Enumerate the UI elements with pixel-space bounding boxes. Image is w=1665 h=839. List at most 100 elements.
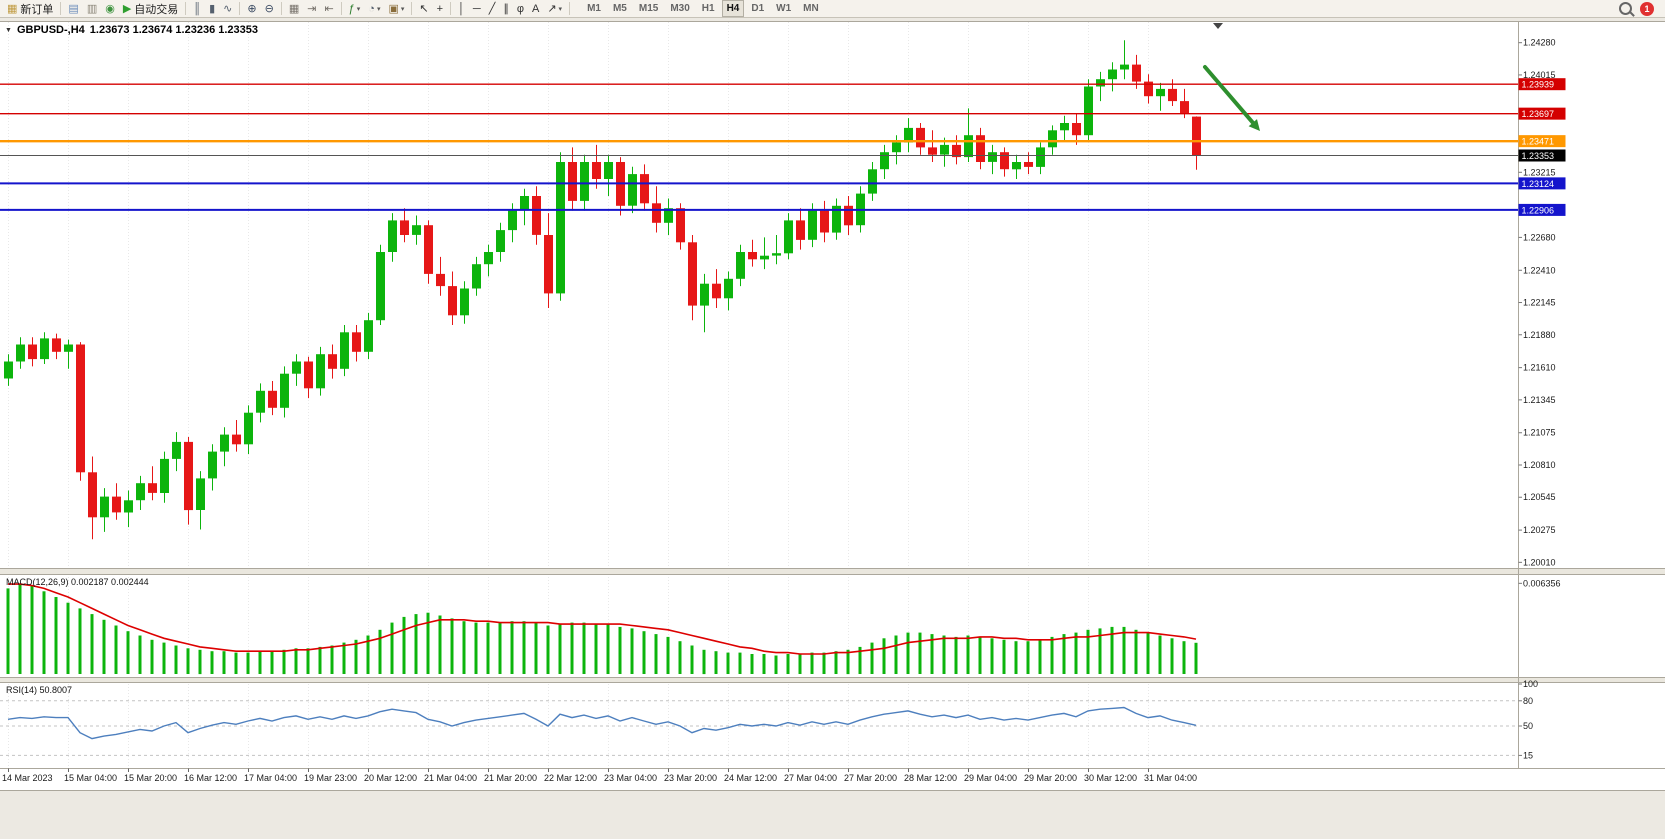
arrows-icon: ↗ [547, 2, 557, 15]
indicators-icon: ƒ [348, 2, 355, 15]
auto-scroll-icon: ⇥ [307, 2, 317, 15]
templates-icon: ▣ [388, 2, 399, 15]
chart-shift-marker[interactable] [1213, 23, 1223, 29]
toolbar-separator [60, 2, 62, 15]
trendline-icon: ╱ [488, 2, 496, 15]
svg-text:30 Mar 12:00: 30 Mar 12:00 [1084, 773, 1137, 783]
svg-text:1.22906: 1.22906 [1522, 205, 1555, 215]
timeframe-m5-button[interactable]: M5 [612, 3, 627, 14]
line-chart-button[interactable]: ∿ [220, 1, 235, 17]
auto-trading-button-label: 自动交易 [134, 3, 179, 16]
timeframe-m30-button[interactable]: M30 [670, 3, 690, 14]
timeframe-h1-button[interactable]: H1 [701, 3, 715, 14]
auto-trading-button[interactable]: ▶ 自动交易 [120, 1, 181, 17]
price-badges: 1.23939 1.23697 1.23471 1.23353 1.23124 1.229… [1518, 78, 1566, 216]
profiles-icon: ▥ [86, 2, 98, 15]
chevron-down-icon: ▾ [558, 5, 563, 13]
bar-chart-button[interactable]: ║ [190, 1, 204, 17]
toolbar-separator [340, 2, 342, 15]
chevron-down-icon: ▾ [376, 5, 381, 13]
timeframe-w1-button[interactable]: W1 [776, 3, 792, 14]
cursor-button[interactable]: ↖ [416, 1, 431, 17]
chevron-down-icon: ▾ [400, 5, 405, 13]
crosshair-icon: + [436, 2, 444, 15]
svg-text:22 Mar 12:00: 22 Mar 12:00 [544, 773, 597, 783]
vertical-line-button[interactable]: │ [455, 1, 468, 17]
tile-windows-button[interactable]: ▦ [286, 1, 302, 17]
svg-text:100: 100 [1523, 679, 1538, 689]
zoom-out-button[interactable]: ⊖ [262, 1, 277, 17]
profiles-button[interactable]: ▥ [84, 1, 100, 17]
tile-windows-icon: ▦ [288, 2, 300, 15]
auto-scroll-button[interactable]: ⇥ [304, 1, 319, 17]
svg-text:1.21880: 1.21880 [1523, 330, 1556, 340]
fibonacci-button[interactable]: φ [514, 1, 527, 17]
chart-collapse-icon[interactable]: ▼ [5, 26, 12, 34]
zoom-in-button[interactable]: ⊕ [244, 1, 259, 17]
svg-text:15 Mar 20:00: 15 Mar 20:00 [124, 773, 177, 783]
rsi-panel: 100 80 50 15 [0, 679, 1538, 760]
svg-text:27 Mar 04:00: 27 Mar 04:00 [784, 773, 837, 783]
svg-text:1.23215: 1.23215 [1523, 167, 1556, 177]
search-icon[interactable] [1619, 2, 1632, 15]
chart-shift-button[interactable]: ⇤ [321, 1, 336, 17]
svg-text:21 Mar 20:00: 21 Mar 20:00 [484, 773, 537, 783]
svg-text:23 Mar 04:00: 23 Mar 04:00 [604, 773, 657, 783]
rsi-indicator-label: RSI(14) 50.8007 [6, 685, 73, 695]
templates-button[interactable]: ▣ ▾ [385, 1, 407, 17]
candlestick-chart-icon: ▮ [209, 2, 216, 15]
svg-text:29 Mar 04:00: 29 Mar 04:00 [964, 773, 1017, 783]
svg-text:1.22410: 1.22410 [1523, 265, 1556, 275]
arrows-button[interactable]: ↗ ▾ [544, 1, 565, 17]
periods-icon: ◔ [368, 2, 375, 15]
svg-text:1.20010: 1.20010 [1523, 557, 1556, 567]
time-axis: 14 Mar 2023 15 Mar 04:00 15 Mar 20:00 16 Ma… [2, 768, 1197, 783]
trendline-button[interactable]: ╱ [486, 1, 499, 17]
svg-text:50: 50 [1523, 721, 1533, 731]
indicators-button[interactable]: ƒ ▾ [346, 1, 364, 17]
price-axis: 1.24280 1.24015 1.23215 1.22680 1.22410 1.221… [1518, 38, 1556, 567]
refresh-button[interactable]: ◉ [102, 1, 118, 17]
macd-indicator-label: MACD(12,26,9) 0.002187 0.002444 [6, 577, 149, 587]
candlestick-chart-button[interactable]: ▮ [206, 1, 218, 17]
new-order-button-label: 新订单 [20, 3, 54, 16]
svg-text:1.23124: 1.23124 [1522, 179, 1555, 189]
horizontal-line-button[interactable]: ─ [470, 1, 484, 17]
charts-button[interactable]: ▤ [65, 1, 81, 17]
svg-text:19 Mar 23:00: 19 Mar 23:00 [304, 773, 357, 783]
zoom-in-icon: ⊕ [247, 2, 257, 15]
svg-text:15 Mar 04:00: 15 Mar 04:00 [64, 773, 117, 783]
trend-arrow-annotation[interactable] [1203, 65, 1260, 131]
svg-text:1.23471: 1.23471 [1522, 137, 1555, 147]
svg-text:27 Mar 20:00: 27 Mar 20:00 [844, 773, 897, 783]
auto-trading-icon: ▶ [122, 2, 132, 15]
toolbar-separator [450, 2, 452, 15]
new-order-button[interactable]: ▦ 新订单 [4, 1, 56, 17]
channel-button[interactable]: ∥ [500, 1, 512, 17]
timeframe-m1-button[interactable]: M1 [587, 3, 601, 14]
chart-symbol-period: GBPUSD-,H4 [16, 24, 85, 36]
toolbar-separator [185, 2, 187, 15]
timeframe-d1-button[interactable]: D1 [751, 3, 765, 14]
periods-button[interactable]: ◔ ▾ [365, 1, 383, 17]
svg-text:28 Mar 12:00: 28 Mar 12:00 [904, 773, 957, 783]
svg-text:1.22145: 1.22145 [1523, 298, 1556, 308]
text-button[interactable]: A [529, 1, 542, 17]
chart-ohlc-values: 1.23673 1.23674 1.23236 1.23353 [89, 24, 258, 36]
timeframe-mn-button[interactable]: MN [803, 3, 819, 14]
crosshair-button[interactable]: + [434, 1, 446, 17]
horizontal-line-objects[interactable] [0, 83, 1518, 211]
toolbar-separator [411, 2, 413, 15]
chart-shift-icon: ⇤ [324, 2, 334, 15]
svg-text:1.24280: 1.24280 [1523, 38, 1556, 48]
svg-text:1.22680: 1.22680 [1523, 232, 1556, 242]
channel-icon: ∥ [503, 2, 509, 15]
toolbar-timeframes: M1 M5 M15 M30 H1 H4 D1 W1 MN [581, 0, 825, 17]
vertical-line-icon: │ [458, 2, 465, 15]
refresh-icon: ◉ [105, 2, 115, 15]
notification-badge[interactable]: 1 [1640, 1, 1654, 16]
timeframe-h4-button[interactable]: H4 [721, 0, 745, 17]
timeframe-m15-button[interactable]: M15 [638, 3, 659, 14]
